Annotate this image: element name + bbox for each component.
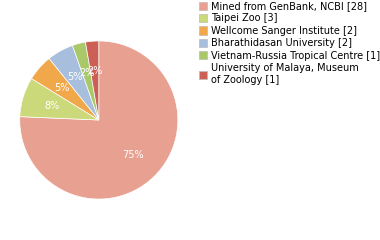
Wedge shape — [20, 41, 178, 199]
Text: 8%: 8% — [44, 101, 60, 111]
Text: 5%: 5% — [54, 83, 70, 93]
Text: 2%: 2% — [79, 68, 94, 78]
Wedge shape — [73, 42, 99, 120]
Wedge shape — [86, 41, 99, 120]
Wedge shape — [49, 45, 99, 120]
Text: 2%: 2% — [87, 66, 102, 76]
Wedge shape — [32, 59, 99, 120]
Text: 5%: 5% — [67, 72, 82, 82]
Legend: Mined from GenBank, NCBI [28], Taipei Zoo [3], Wellcome Sanger Institute [2], Bh: Mined from GenBank, NCBI [28], Taipei Zo… — [198, 0, 380, 86]
Wedge shape — [20, 78, 99, 120]
Text: 75%: 75% — [122, 150, 144, 160]
